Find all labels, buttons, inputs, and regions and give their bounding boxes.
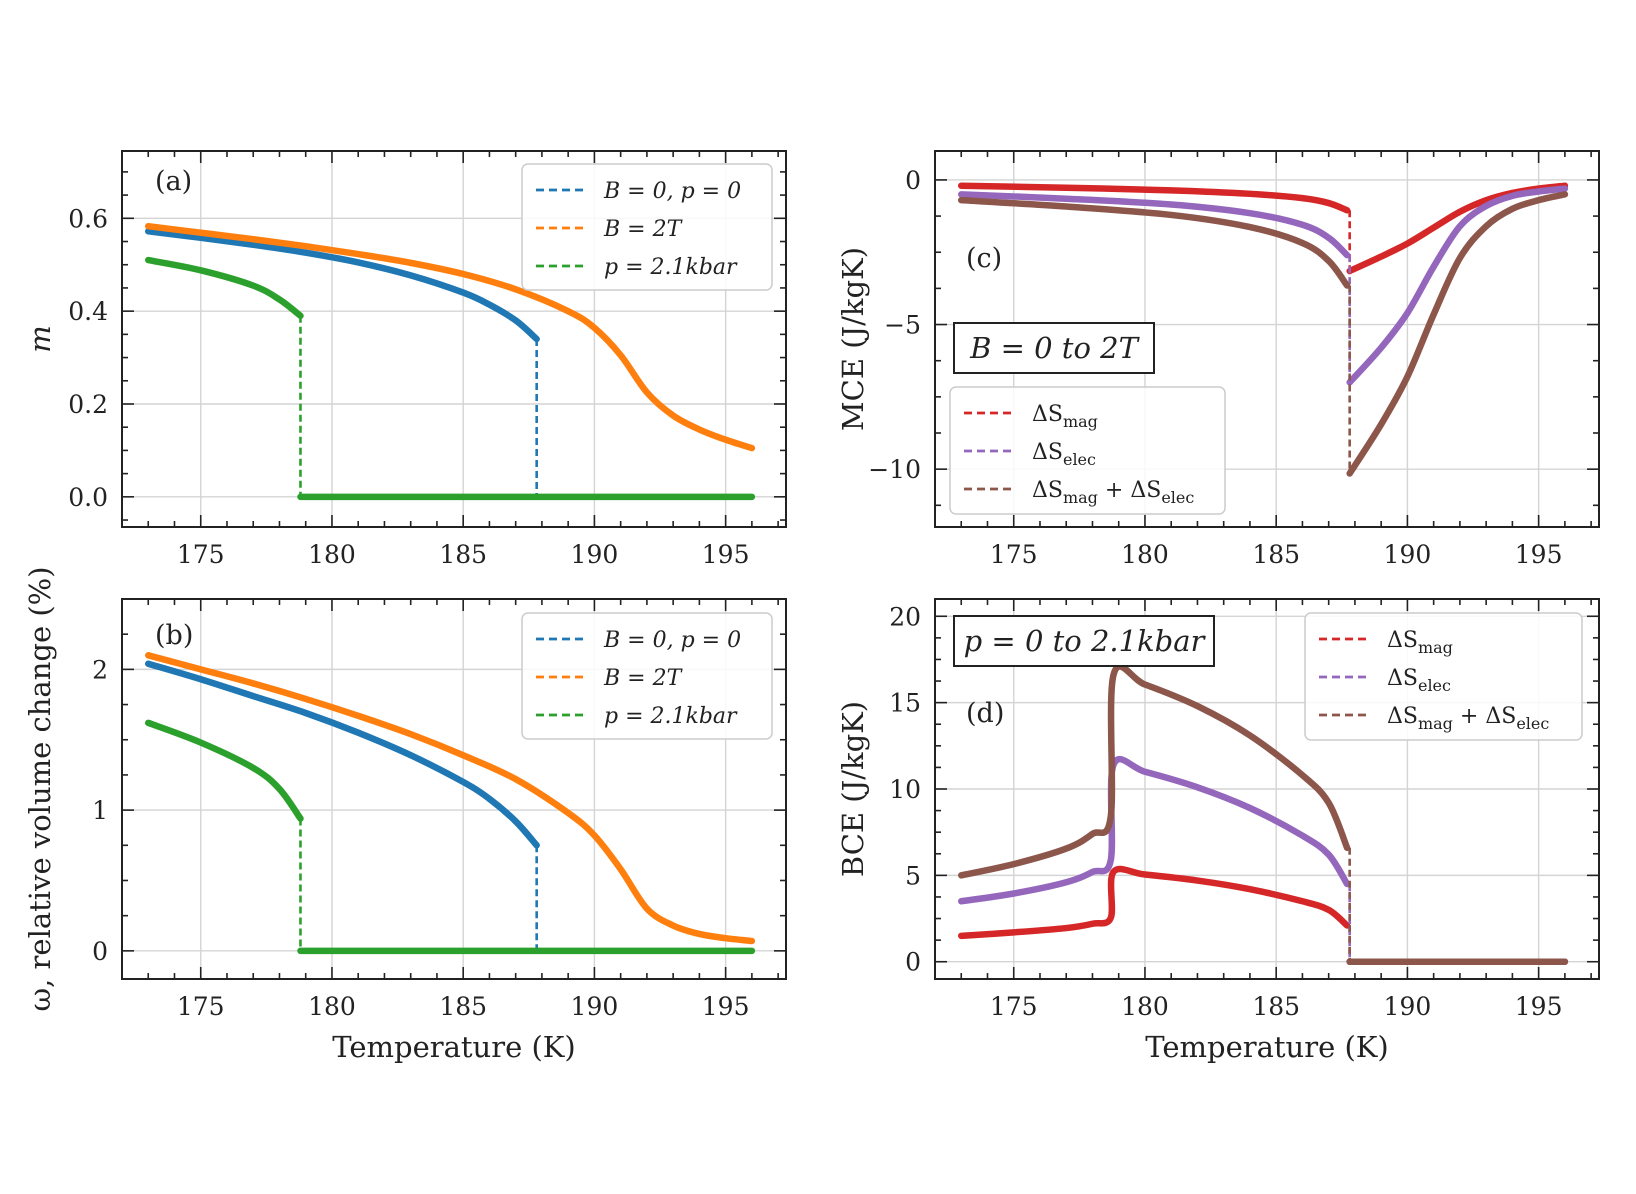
axes-frame-b (121, 598, 787, 980)
legend-frame (949, 386, 1226, 515)
x-tick-label: 185 (1252, 992, 1300, 1021)
legend-b: B = 0, p = 0 B = 2T p = 2.1kbar (521, 612, 773, 740)
y-tick-label: −10 (868, 455, 921, 484)
series-line-c-2 (958, 196, 1351, 289)
y-tick-label: 1 (92, 796, 108, 825)
x-tick-label: 180 (1121, 540, 1169, 569)
y-tick-label: 5 (905, 861, 921, 890)
x-tick-label: 185 (439, 992, 487, 1021)
series-line-c-1 (958, 191, 1351, 259)
y-axis-title: ω, relative volume change (%) (23, 566, 57, 1011)
legend-entry: B = 2T (603, 666, 684, 691)
x-tick-label: 175 (990, 540, 1038, 569)
legend-entry: p = 2.1kbar (604, 255, 738, 280)
panel-label: (c) (966, 243, 1002, 274)
x-axis-title: Temperature (K) (332, 1030, 576, 1064)
panel-a: 175 180 185 190 195 0.0 0.2 0.4 0.6 (a) B = 0, p =… (23, 150, 787, 569)
panel-b: 175 180 185 190 195 0 1 2 (b) B = 0, p = 0 B = 2T p… (23, 566, 787, 1064)
x-tick-label: 185 (1252, 540, 1300, 569)
series-line-b-2 (145, 719, 304, 822)
x-tick-label: 175 (177, 540, 225, 569)
y-axis-title: m (23, 325, 57, 353)
legend-entry: p = 2.1kbar (604, 704, 738, 729)
x-tick-label: 190 (571, 992, 619, 1021)
series-line-c-2 (1346, 191, 1569, 477)
series-group-b (145, 652, 756, 955)
axes-frame-c (934, 150, 1600, 528)
panel-c: 175 180 185 190 195 0 −5 −10 (c) B = 0 to 2T ΔSmag… (836, 150, 1600, 569)
y-axis-title: MCE (J/kgK) (836, 247, 870, 431)
y-tick-label: 0.0 (68, 483, 108, 512)
x-tick-label: 190 (1384, 992, 1432, 1021)
series-line-a-0 (145, 228, 540, 343)
x-tick-label: 180 (308, 992, 356, 1021)
y-tick-label: −5 (884, 311, 921, 340)
legend-entry: ΔSmag + ΔSelec (1387, 704, 1549, 733)
x-axis-title: Temperature (K) (1145, 1030, 1389, 1064)
x-tick-label: 190 (571, 540, 619, 569)
series-line-b-0 (145, 660, 540, 849)
x-tick-label: 185 (439, 540, 487, 569)
legend-entry: ΔSmag (1032, 402, 1098, 431)
x-tick-label: 195 (702, 992, 750, 1021)
x-tick-label: 175 (177, 992, 225, 1021)
annotation-box: p = 0 to 2.1kbar (953, 615, 1215, 667)
y-tick-label: 15 (889, 689, 921, 718)
y-tick-label: 0 (905, 948, 921, 977)
series-line-a-1 (145, 222, 756, 452)
series-line-d-0 (958, 865, 1351, 940)
x-tick-label: 180 (1121, 992, 1169, 1021)
legend-entry: B = 2T (603, 217, 684, 242)
panel-label: (d) (966, 698, 1004, 729)
y-tick-label: 0.2 (68, 390, 108, 419)
panel-d: 175 180 185 190 195 0 5 10 15 20 (d) p = 0 to 2.1kb… (836, 598, 1600, 1064)
series-line-d-1 (958, 755, 1351, 905)
legend-entry: ΔSelec (1387, 666, 1451, 695)
series-line-b-1 (145, 652, 756, 945)
legend-entry: ΔSelec (1032, 440, 1096, 469)
x-tick-label: 195 (1515, 992, 1563, 1021)
legend-c: ΔSmag ΔSelec ΔSmag + ΔSelec (949, 386, 1226, 515)
series-group-c (958, 182, 1569, 477)
annotation-text: p = 0 to 2.1kbar (964, 624, 1207, 658)
x-tick-label: 175 (990, 992, 1038, 1021)
series-group-a (145, 222, 756, 501)
y-tick-label: 0 (92, 937, 108, 966)
annotation-box: B = 0 to 2T (953, 322, 1155, 374)
legend-entry: ΔSmag (1387, 628, 1453, 657)
x-tick-label: 190 (1384, 540, 1432, 569)
axes-frame-a (121, 150, 787, 528)
legend-a: B = 0, p = 0 B = 2T p = 2.1kbar (521, 163, 773, 291)
panel-label: (b) (155, 620, 193, 651)
legend-entry: B = 0, p = 0 (603, 179, 741, 204)
series-line-c-1 (1346, 185, 1569, 386)
annotation-text: B = 0 to 2T (969, 331, 1140, 365)
axes-frame-d (934, 598, 1600, 980)
y-tick-label: 10 (889, 775, 921, 804)
x-tick-label: 195 (1515, 540, 1563, 569)
legend-frame (521, 612, 773, 740)
legend-frame (1304, 612, 1583, 741)
y-tick-label: 0.4 (68, 297, 108, 326)
legend-entry: B = 0, p = 0 (603, 628, 741, 653)
series-line-a-2 (145, 256, 304, 320)
y-tick-label: 2 (92, 655, 108, 684)
y-tick-label: 0.6 (68, 204, 108, 233)
series-line-c-0 (958, 182, 1351, 214)
y-axis-title: BCE (J/kgK) (836, 701, 870, 877)
y-tick-label: 20 (889, 602, 921, 631)
y-tick-label: 0 (905, 166, 921, 195)
legend-d: ΔSmag ΔSelec ΔSmag + ΔSelec (1304, 612, 1583, 741)
panel-label: (a) (155, 166, 192, 197)
legend-frame (521, 163, 773, 291)
x-tick-label: 195 (702, 540, 750, 569)
x-tick-label: 180 (308, 540, 356, 569)
legend-entry: ΔSmag + ΔSelec (1032, 478, 1194, 507)
